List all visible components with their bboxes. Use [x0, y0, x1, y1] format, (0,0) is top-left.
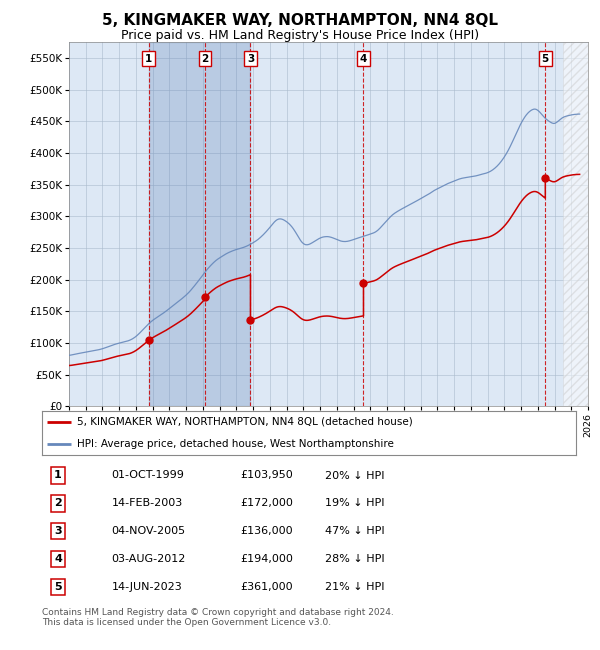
Text: 2: 2 [54, 499, 62, 508]
Bar [149, 42, 250, 406]
Text: 4: 4 [54, 554, 62, 564]
Text: 14-FEB-2003: 14-FEB-2003 [112, 499, 182, 508]
Text: £136,000: £136,000 [241, 526, 293, 536]
Text: 28% ↓ HPI: 28% ↓ HPI [325, 554, 385, 564]
Text: Contains HM Land Registry data © Crown copyright and database right 2024.
This d: Contains HM Land Registry data © Crown c… [42, 608, 394, 627]
Text: 5, KINGMAKER WAY, NORTHAMPTON, NN4 8QL (detached house): 5, KINGMAKER WAY, NORTHAMPTON, NN4 8QL (… [77, 417, 412, 427]
Text: 19% ↓ HPI: 19% ↓ HPI [325, 499, 385, 508]
Text: 2: 2 [202, 54, 209, 64]
Text: 04-NOV-2005: 04-NOV-2005 [112, 526, 185, 536]
Text: 20% ↓ HPI: 20% ↓ HPI [325, 471, 385, 480]
Text: 1: 1 [54, 471, 62, 480]
Text: Price paid vs. HM Land Registry's House Price Index (HPI): Price paid vs. HM Land Registry's House … [121, 29, 479, 42]
Text: £172,000: £172,000 [240, 499, 293, 508]
Text: 5, KINGMAKER WAY, NORTHAMPTON, NN4 8QL: 5, KINGMAKER WAY, NORTHAMPTON, NN4 8QL [102, 13, 498, 28]
Text: £361,000: £361,000 [241, 582, 293, 592]
Text: 3: 3 [247, 54, 254, 64]
Text: 3: 3 [54, 526, 62, 536]
Text: 4: 4 [360, 54, 367, 64]
Text: 5: 5 [542, 54, 549, 64]
Text: 14-JUN-2023: 14-JUN-2023 [112, 582, 182, 592]
Text: £103,950: £103,950 [240, 471, 293, 480]
Text: 1: 1 [145, 54, 152, 64]
Bar [563, 42, 588, 406]
Text: 01-OCT-1999: 01-OCT-1999 [112, 471, 184, 480]
Text: 03-AUG-2012: 03-AUG-2012 [112, 554, 186, 564]
Text: £194,000: £194,000 [240, 554, 293, 564]
Text: 47% ↓ HPI: 47% ↓ HPI [325, 526, 385, 536]
Bar [563, 42, 588, 406]
Text: HPI: Average price, detached house, West Northamptonshire: HPI: Average price, detached house, West… [77, 439, 394, 449]
Text: 5: 5 [54, 582, 62, 592]
Text: 21% ↓ HPI: 21% ↓ HPI [325, 582, 385, 592]
